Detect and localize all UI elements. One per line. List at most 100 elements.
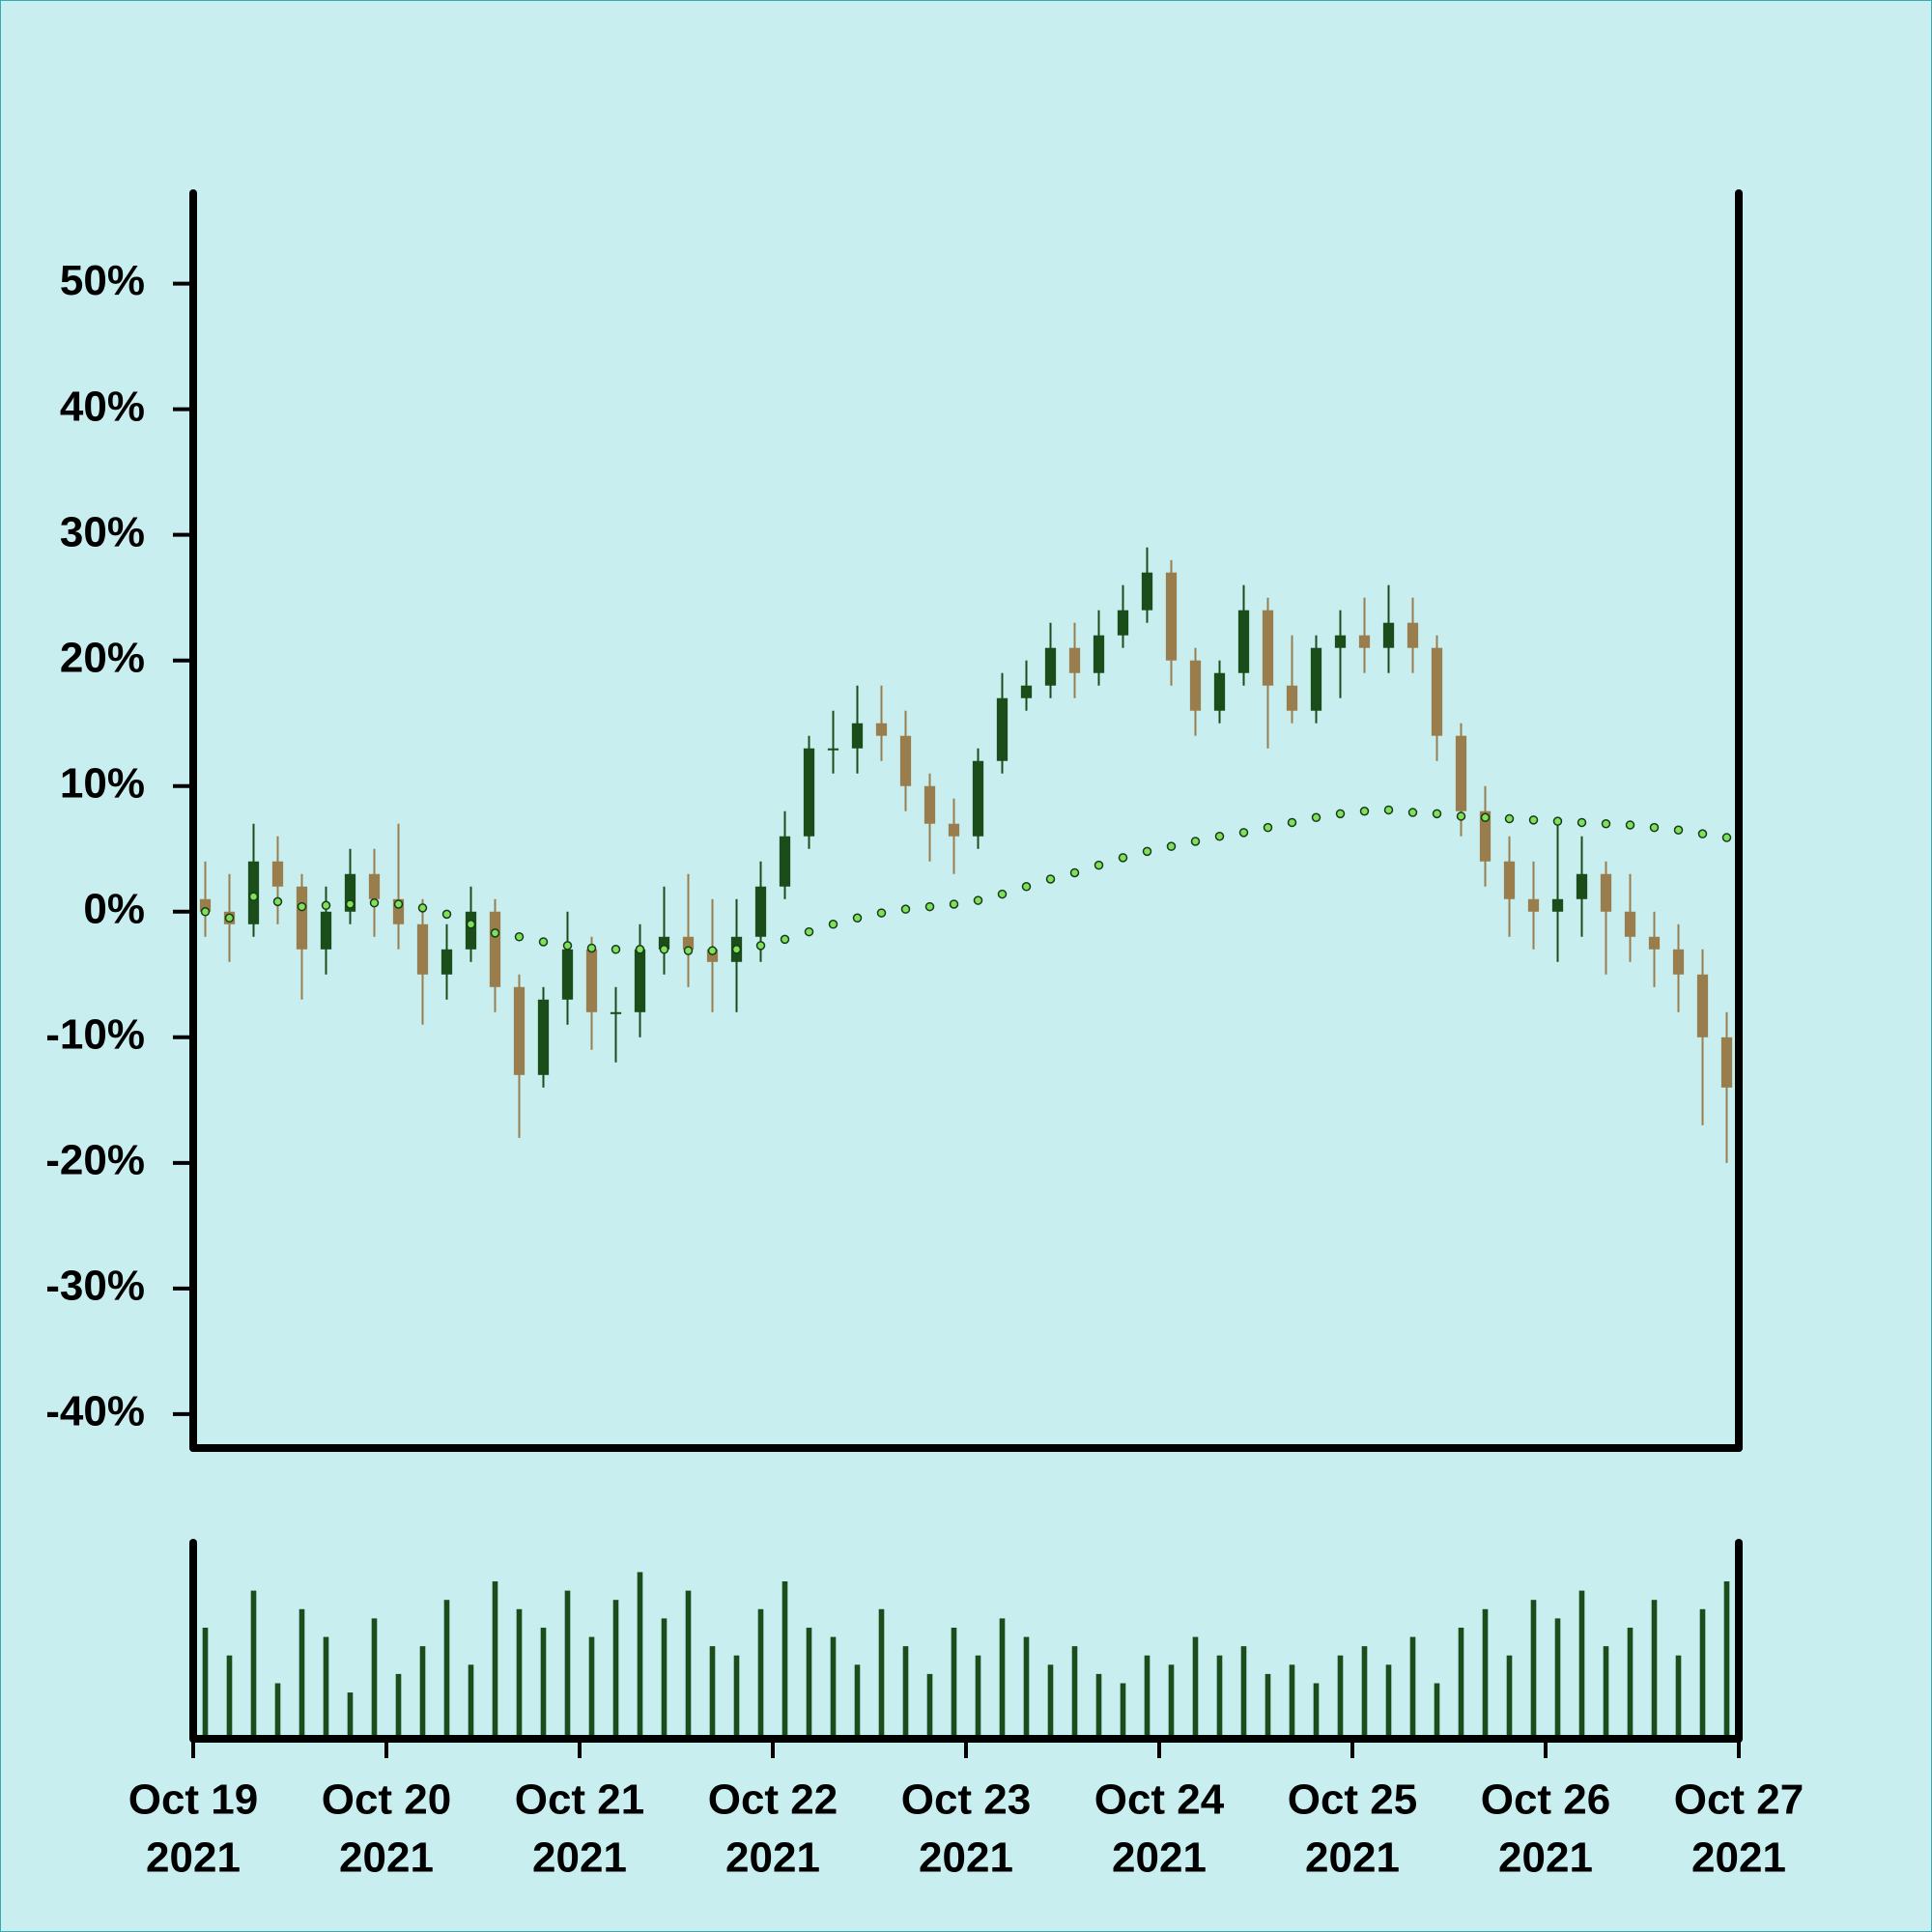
volume-bar — [1216, 1655, 1223, 1739]
candle-body — [199, 898, 212, 912]
candle-body — [851, 723, 864, 749]
x-tick-label: Oct 20 — [322, 1776, 452, 1824]
x-tick-label: 2021 — [725, 1834, 820, 1882]
candle-body — [923, 785, 936, 824]
y-tick-label: 0% — [83, 885, 145, 932]
moving-average-point — [248, 892, 259, 901]
candle-body — [1286, 685, 1298, 711]
volume-bar — [1192, 1636, 1199, 1739]
candle-body — [344, 873, 356, 912]
candle-body — [1020, 685, 1033, 698]
volume-bar — [371, 1618, 378, 1739]
moving-average-point — [490, 928, 500, 938]
moving-average-point — [707, 946, 718, 955]
moving-average-point — [1407, 808, 1418, 817]
candle-body — [1262, 610, 1274, 686]
x-tick-label: 2021 — [919, 1834, 1013, 1882]
volume-bar — [250, 1590, 257, 1739]
volume-bar — [1095, 1673, 1102, 1739]
x-tick-label: 2021 — [1498, 1834, 1593, 1882]
candle-body — [754, 886, 767, 937]
moving-average-point — [1697, 829, 1708, 838]
volume-bar — [323, 1636, 329, 1739]
volume-bar — [878, 1608, 885, 1739]
volume-bar — [395, 1673, 402, 1739]
moving-average-point — [949, 899, 959, 909]
moving-average-point — [1335, 809, 1346, 819]
y-tick-label: -40% — [45, 1388, 145, 1435]
volume-bar — [612, 1600, 619, 1739]
volume-bar — [419, 1646, 426, 1739]
volume-bar — [540, 1627, 547, 1739]
volume-bar — [1023, 1636, 1030, 1739]
moving-average-point — [417, 903, 428, 913]
volume-bar — [1313, 1683, 1320, 1739]
moving-average-point — [393, 899, 404, 909]
x-tick-label: 2021 — [1691, 1834, 1786, 1882]
x-tick-label: Oct 21 — [515, 1776, 645, 1824]
candle-body — [296, 886, 308, 950]
moving-average-point — [441, 909, 452, 920]
y-tick-label: 20% — [60, 634, 145, 681]
moving-average-point — [659, 945, 669, 954]
y-tick-label: -30% — [45, 1262, 145, 1309]
moving-average-point — [683, 946, 694, 955]
candle-body — [271, 861, 284, 887]
moving-average-point — [876, 908, 887, 918]
moving-average-point — [1673, 825, 1684, 836]
candle-body — [972, 760, 984, 837]
candle-body — [513, 986, 526, 1075]
volume-bar — [1434, 1683, 1440, 1739]
volume-bar — [806, 1627, 812, 1739]
x-tick-label: Oct 27 — [1674, 1776, 1804, 1824]
volume-bar — [685, 1590, 692, 1739]
candle-body — [899, 735, 912, 786]
volume-bar — [1506, 1655, 1513, 1739]
moving-average-point — [1190, 837, 1201, 846]
moving-average-point — [1601, 819, 1611, 829]
volume-bar — [1071, 1646, 1078, 1739]
candle-body — [1382, 622, 1395, 648]
candle-body — [948, 823, 960, 837]
candle-body — [1600, 873, 1612, 912]
volume-bar — [274, 1683, 281, 1739]
moving-average-point — [1359, 806, 1370, 816]
y-tick-label: -10% — [45, 1010, 145, 1058]
x-tick-label: Oct 26 — [1481, 1776, 1611, 1824]
moving-average-point — [1456, 811, 1466, 821]
candle-body — [1044, 647, 1057, 686]
x-tick-label: 2021 — [146, 1834, 241, 1882]
volume-bar — [926, 1673, 933, 1739]
candle-body — [368, 873, 381, 899]
candle-body — [658, 936, 670, 950]
volume-bar — [733, 1655, 740, 1739]
x-tick-label: 2021 — [1305, 1834, 1400, 1882]
moving-average-point — [562, 941, 573, 951]
candle-body — [1165, 572, 1178, 661]
candle-body — [827, 748, 839, 751]
candle-body — [489, 911, 501, 987]
candle-body — [1648, 936, 1661, 950]
candle-body — [1406, 622, 1419, 648]
x-tick-label: Oct 22 — [708, 1776, 838, 1824]
volume-bar — [854, 1664, 861, 1739]
volume-bar — [492, 1581, 498, 1739]
moving-average-point — [1528, 815, 1539, 825]
moving-average-point — [1552, 816, 1563, 826]
x-tick-label: 2021 — [339, 1834, 434, 1882]
volume-bar — [830, 1636, 837, 1739]
y-tick-label: 40% — [60, 383, 145, 430]
x-tick-label: Oct 19 — [128, 1776, 259, 1824]
volume-bar — [999, 1618, 1006, 1739]
y-tick-label: -20% — [45, 1136, 145, 1183]
candle-body — [779, 836, 791, 887]
volume-bar — [1554, 1618, 1561, 1739]
candle-body — [1117, 610, 1129, 636]
candle-body — [1720, 1037, 1733, 1088]
moving-average-point — [1432, 809, 1442, 819]
volume-bar — [1361, 1646, 1368, 1739]
candle-body — [1310, 647, 1322, 711]
volume-bar — [443, 1600, 450, 1739]
